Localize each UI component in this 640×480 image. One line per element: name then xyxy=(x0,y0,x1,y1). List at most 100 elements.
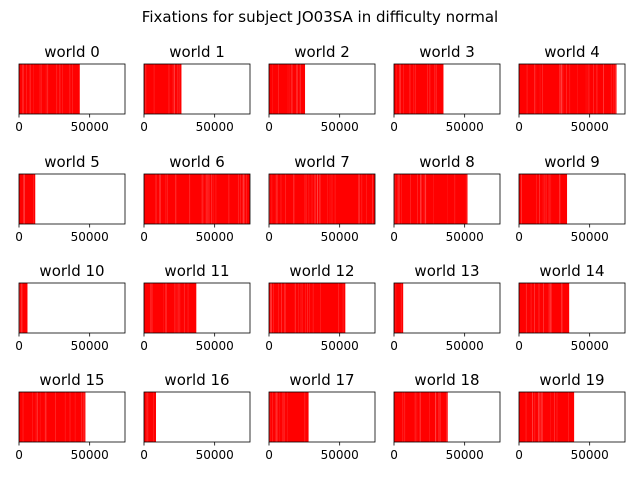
x-tick-label: 0 xyxy=(140,448,148,462)
fixation-marks xyxy=(519,174,568,224)
subplot-title: world 8 xyxy=(419,153,475,171)
subplot: world 4 0 50000 xyxy=(515,43,626,134)
x-tick-label: 0 xyxy=(390,120,398,134)
subplot: world 0 0 50000 xyxy=(15,43,126,134)
x-tick-label: 50000 xyxy=(571,230,609,244)
axes-frame xyxy=(268,173,376,225)
axes-frame xyxy=(18,391,126,443)
chart-suptitle: Fixations for subject JO03SA in difficul… xyxy=(142,8,498,26)
fixation-marks xyxy=(394,174,468,224)
x-tick-label: 50000 xyxy=(446,339,484,353)
x-tick-label: 0 xyxy=(265,339,273,353)
fixation-band xyxy=(19,64,80,114)
x-tick-label: 0 xyxy=(15,448,23,462)
x-tick-label: 50000 xyxy=(196,448,234,462)
subplot-title: world 1 xyxy=(169,43,225,61)
fixation-band xyxy=(519,64,617,114)
fixation-marks xyxy=(19,174,36,224)
subplot-title: world 7 xyxy=(294,153,350,171)
axes-frame xyxy=(18,282,126,334)
x-tick-label: 0 xyxy=(515,120,523,134)
x-tick-label: 50000 xyxy=(71,448,109,462)
x-tick-label: 0 xyxy=(140,339,148,353)
x-tick-label: 50000 xyxy=(321,120,359,134)
x-tick-label: 50000 xyxy=(196,230,234,244)
subplot-title: world 13 xyxy=(414,262,479,280)
fixation-band xyxy=(269,392,309,442)
subplot-title: world 0 xyxy=(44,43,100,61)
subplot: world 7 0 50000 xyxy=(265,153,376,244)
x-tick-label: 0 xyxy=(15,120,23,134)
axes-frame xyxy=(143,282,251,334)
subplot: world 10 0 50000 xyxy=(15,262,126,353)
subplot-title: world 6 xyxy=(169,153,225,171)
axes-frame xyxy=(518,282,626,334)
x-tick-label: 50000 xyxy=(446,448,484,462)
subplot-title: world 15 xyxy=(39,371,104,389)
subplot-title: world 5 xyxy=(44,153,100,171)
x-tick-label: 0 xyxy=(390,339,398,353)
axes-frame xyxy=(143,391,251,443)
subplot: world 8 0 50000 xyxy=(390,153,501,244)
x-tick-label: 50000 xyxy=(571,120,609,134)
fixation-band xyxy=(394,283,404,333)
fixation-marks xyxy=(394,283,404,333)
subplot: world 12 0 50000 xyxy=(265,262,376,353)
x-tick-label: 0 xyxy=(265,230,273,244)
subplot-title: world 16 xyxy=(164,371,229,389)
fixation-band xyxy=(394,64,444,114)
fixation-marks xyxy=(269,283,346,333)
subplot: world 15 0 50000 xyxy=(15,371,126,462)
subplot: world 9 0 50000 xyxy=(515,153,626,244)
fixation-marks xyxy=(144,174,250,224)
x-tick-label: 0 xyxy=(15,230,23,244)
fixation-marks xyxy=(144,392,157,442)
x-tick-label: 50000 xyxy=(571,448,609,462)
fixation-marks xyxy=(519,392,575,442)
x-tick-label: 0 xyxy=(265,448,273,462)
subplot: world 17 0 50000 xyxy=(265,371,376,462)
subplot: world 16 0 50000 xyxy=(140,371,251,462)
x-tick-label: 0 xyxy=(515,339,523,353)
subplot-title: world 18 xyxy=(414,371,479,389)
x-tick-label: 50000 xyxy=(321,230,359,244)
fixation-marks xyxy=(269,174,375,224)
subplot-title: world 12 xyxy=(289,262,354,280)
subplot-title: world 9 xyxy=(544,153,600,171)
subplot: world 2 0 50000 xyxy=(265,43,376,134)
fixation-marks xyxy=(394,64,444,114)
axes-frame xyxy=(393,391,501,443)
subplot-title: world 19 xyxy=(539,371,604,389)
axes-frame xyxy=(268,391,376,443)
x-tick-label: 50000 xyxy=(321,448,359,462)
axes-frame xyxy=(393,63,501,115)
fixation-band xyxy=(19,283,28,333)
axes-frame xyxy=(18,173,126,225)
subplot-title: world 3 xyxy=(419,43,475,61)
fixation-band xyxy=(144,283,197,333)
x-tick-label: 0 xyxy=(265,120,273,134)
fixation-band xyxy=(144,174,250,224)
subplot-title: world 2 xyxy=(294,43,350,61)
x-tick-label: 50000 xyxy=(71,230,109,244)
axes-frame xyxy=(518,391,626,443)
x-tick-label: 50000 xyxy=(71,120,109,134)
fixation-marks xyxy=(394,392,448,442)
fixation-band xyxy=(269,64,306,114)
fixation-band xyxy=(519,283,570,333)
subplot: world 3 0 50000 xyxy=(390,43,501,134)
subplot: world 19 0 50000 xyxy=(515,371,626,462)
axes-frame xyxy=(518,173,626,225)
subplot: world 1 0 50000 xyxy=(140,43,251,134)
x-tick-label: 50000 xyxy=(196,339,234,353)
subplot: world 14 0 50000 xyxy=(515,262,626,353)
fixation-marks xyxy=(19,64,80,114)
x-tick-label: 0 xyxy=(390,230,398,244)
fixation-marks xyxy=(269,64,306,114)
subplot: world 11 0 50000 xyxy=(140,262,251,353)
x-tick-label: 0 xyxy=(515,230,523,244)
axes-frame xyxy=(18,63,126,115)
fixation-band xyxy=(144,64,182,114)
fixation-band xyxy=(19,174,36,224)
